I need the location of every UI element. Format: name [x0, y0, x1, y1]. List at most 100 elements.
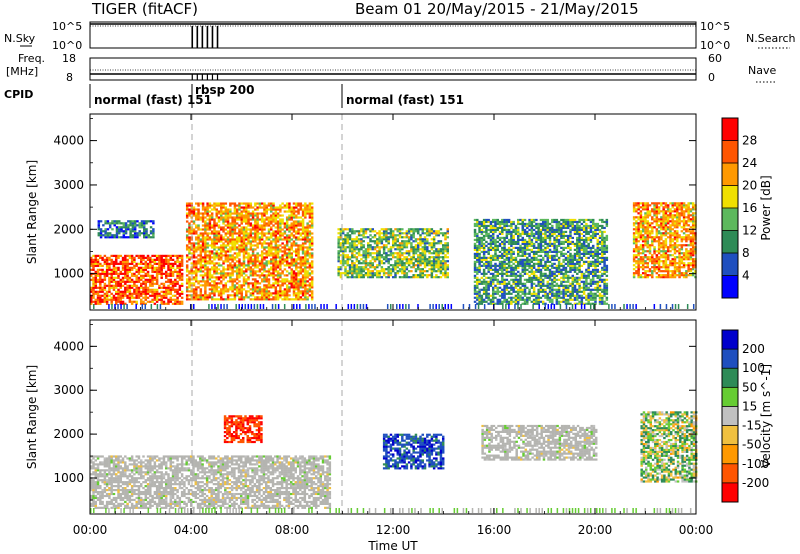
data-cell — [510, 222, 513, 226]
data-cell — [337, 254, 340, 257]
data-cell — [231, 218, 234, 221]
data-cell — [503, 288, 506, 291]
data-cell — [238, 290, 241, 293]
data-cell — [541, 244, 545, 248]
data-cell — [272, 202, 275, 205]
data-cell — [485, 272, 488, 275]
data-cell — [249, 242, 253, 245]
data-cell — [512, 236, 515, 240]
data-cell — [224, 260, 228, 263]
data-cell — [167, 302, 170, 305]
data-cell — [337, 232, 340, 235]
data-cell — [403, 256, 406, 259]
data-cell — [285, 204, 289, 207]
data-cell — [217, 220, 221, 223]
data-cell — [503, 240, 506, 244]
data-cell — [412, 246, 415, 249]
data-cell — [546, 274, 549, 277]
data-cell — [224, 276, 228, 279]
data-cell — [208, 260, 212, 263]
data-cell — [256, 270, 259, 273]
data-cell — [394, 276, 397, 279]
data-cell — [546, 266, 549, 269]
data-cell — [263, 256, 266, 259]
data-cell — [210, 290, 214, 293]
data-cell — [133, 256, 136, 259]
data-cell — [441, 272, 445, 275]
data-cell — [430, 260, 434, 263]
data-cell — [195, 224, 198, 227]
data-cell — [231, 270, 234, 273]
data-cell — [421, 254, 425, 257]
data-cell — [487, 234, 490, 238]
data-cell — [548, 284, 552, 287]
data-cell — [151, 264, 154, 267]
data-cell — [419, 262, 422, 265]
data-cell — [233, 210, 237, 213]
data-cell — [514, 284, 518, 287]
data-cell — [378, 274, 381, 277]
data-cell — [514, 230, 518, 234]
data-cell — [301, 264, 305, 267]
data-cell — [421, 232, 425, 235]
data-cell — [478, 224, 481, 228]
data-cell — [242, 280, 246, 283]
data-cell — [482, 230, 486, 234]
data-cell — [231, 202, 234, 205]
data-cell — [224, 246, 228, 249]
data-cell — [206, 214, 209, 217]
data-cell — [410, 250, 413, 253]
data-cell — [158, 256, 161, 259]
data-cell — [297, 216, 300, 219]
data-cell — [441, 252, 445, 255]
data-cell — [304, 296, 307, 299]
data-cell — [555, 254, 559, 257]
data-cell — [310, 236, 314, 239]
data-cell — [426, 230, 429, 233]
data-cell — [485, 230, 488, 234]
data-cell — [247, 276, 250, 279]
data-cell — [274, 244, 278, 247]
data-cell — [201, 278, 205, 281]
data-cell — [526, 240, 529, 244]
data-cell — [306, 226, 309, 229]
data-cell — [263, 290, 266, 293]
data-cell — [480, 232, 484, 236]
data-cell — [297, 272, 300, 275]
data-cell — [90, 260, 93, 263]
data-cell — [362, 254, 365, 257]
data-cell — [272, 246, 275, 249]
data-cell — [133, 264, 136, 267]
data-cell — [133, 290, 136, 293]
data-cell — [476, 220, 479, 224]
data-cell — [164, 288, 168, 291]
nave-label: Nave — [748, 64, 776, 77]
data-cell — [446, 268, 450, 271]
data-cell — [249, 214, 253, 217]
data-cell — [238, 206, 241, 209]
data-cell — [242, 230, 246, 233]
data-cell — [110, 296, 113, 299]
data-cell — [295, 298, 298, 301]
data-cell — [421, 260, 425, 263]
data-cell — [169, 290, 173, 293]
data-cell — [369, 274, 372, 277]
data-cell — [199, 234, 203, 237]
data-cell — [385, 236, 388, 239]
data-cell — [310, 218, 314, 221]
data-cell — [195, 270, 198, 273]
data-cell — [410, 262, 413, 265]
data-cell — [204, 228, 207, 231]
data-cell — [297, 270, 300, 273]
data-cell — [382, 252, 386, 255]
data-cell — [229, 222, 232, 225]
data-cell — [301, 212, 305, 215]
data-cell — [476, 222, 479, 226]
data-cell — [353, 256, 356, 259]
data-cell — [245, 206, 248, 209]
data-cell — [274, 246, 278, 249]
data-cell — [344, 274, 347, 277]
data-cell — [478, 298, 481, 301]
data-cell — [403, 262, 406, 265]
data-cell — [112, 296, 116, 299]
